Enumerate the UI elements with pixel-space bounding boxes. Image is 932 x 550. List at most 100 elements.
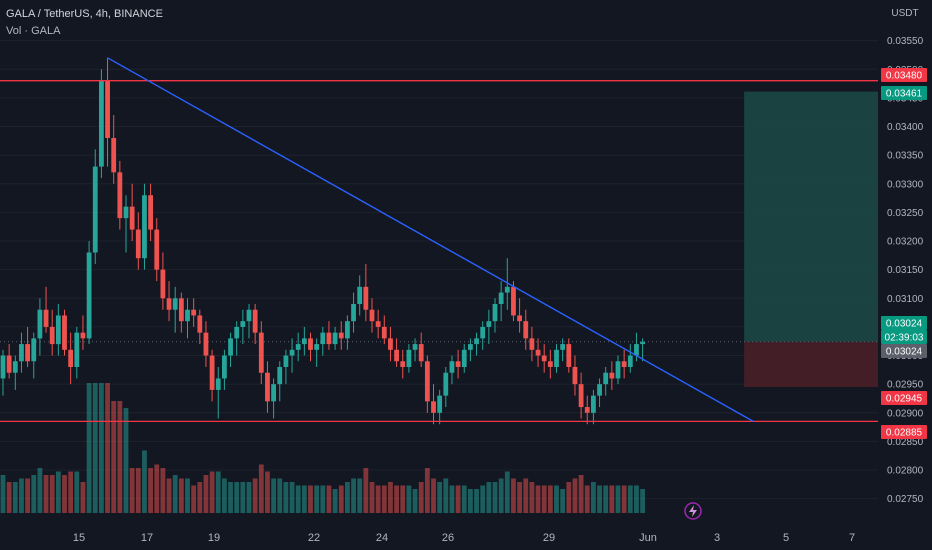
volume-bar — [615, 485, 621, 513]
candle-body — [597, 384, 602, 396]
volume-bar — [584, 485, 590, 513]
candle-body — [154, 229, 160, 270]
time-axis[interactable]: 15 17 19 22 24 26 29 Jun 3 5 7 — [0, 525, 878, 550]
candle-body — [166, 298, 172, 310]
candle-body — [554, 349, 559, 367]
volume-bar — [578, 475, 584, 513]
candle-body — [443, 372, 449, 396]
candle-body — [301, 338, 307, 345]
price-tag-box — [881, 425, 927, 439]
volume-bar — [621, 485, 627, 513]
volume-bar — [529, 482, 535, 513]
time-axis-bg — [0, 525, 878, 550]
volume-bar — [295, 485, 301, 513]
candle-body — [86, 252, 92, 339]
candle-body — [265, 372, 270, 402]
candle-body — [258, 332, 264, 373]
volume-bar — [314, 485, 320, 513]
candle-body — [191, 309, 197, 316]
time-tick-label: 7 — [849, 532, 855, 544]
lightning-icon[interactable] — [684, 502, 702, 520]
horizontal-levels[interactable] — [0, 80, 878, 423]
candle-body — [529, 338, 535, 350]
candle-body — [332, 332, 338, 345]
candle-body — [424, 361, 430, 402]
volume-bar — [178, 478, 184, 513]
volume-bar — [554, 485, 559, 513]
candle-body — [394, 349, 399, 362]
volume-bar — [252, 478, 258, 513]
candle-body — [609, 372, 615, 379]
volume-bar — [320, 485, 326, 513]
candle-body — [49, 326, 55, 345]
volume-bar — [142, 450, 147, 513]
candle-body — [504, 286, 510, 293]
volume-bar — [160, 468, 166, 513]
candle-body — [517, 315, 522, 322]
trendline-segment — [107, 57, 754, 422]
candle-body — [80, 332, 86, 339]
candle-body — [431, 401, 436, 413]
candle-body — [283, 355, 289, 367]
candle-body — [492, 304, 498, 322]
volume-bar — [363, 468, 369, 513]
volume-bar — [12, 482, 18, 513]
volume-bar — [68, 471, 74, 513]
price-tick-label: 0.02800 — [887, 466, 924, 477]
price-tags: 0.03480 0.03461 0.03024 02:39:03 0.03024 0.02… — [881, 68, 927, 439]
candle-body — [228, 338, 233, 356]
candle-body — [480, 326, 486, 339]
volume-bar — [332, 489, 338, 513]
volume-bar — [129, 468, 135, 513]
volume-bar — [357, 478, 363, 513]
candlestick-series — [0, 57, 645, 425]
candle-body — [203, 332, 209, 356]
candle-body — [129, 206, 135, 230]
symbol-legend[interactable]: GALA / TetherUS, 4h, BINANCE — [6, 8, 163, 20]
volume-bar — [560, 489, 566, 513]
candle-body — [295, 344, 301, 350]
volume-bar — [431, 478, 436, 513]
volume-bar — [135, 468, 141, 513]
candle-body — [160, 269, 166, 299]
volume-bar — [388, 482, 393, 513]
volume-bars — [0, 383, 645, 513]
volume-bar — [541, 485, 547, 513]
candle-body — [541, 355, 547, 362]
volume-bar — [640, 489, 645, 513]
candle-body — [117, 172, 123, 219]
price-tag-label: 0.03461 — [886, 89, 923, 100]
candle-body — [547, 361, 553, 367]
time-tick-label: 29 — [543, 532, 555, 544]
candle-body — [560, 344, 566, 350]
volume-bar — [406, 485, 412, 513]
time-tick-label: 26 — [442, 532, 454, 544]
volume-legend[interactable]: Vol · GALA — [6, 25, 61, 37]
volume-bar — [308, 485, 313, 513]
candle-body — [289, 349, 295, 356]
candle-body — [31, 338, 37, 362]
volume-bar — [166, 478, 172, 513]
candle-body — [234, 326, 240, 339]
volume-bar — [369, 482, 375, 513]
time-tick-label: 15 — [73, 532, 85, 544]
volume-bar — [504, 471, 510, 513]
long-position-tool[interactable] — [0, 91, 904, 388]
volume-bar — [203, 475, 209, 513]
volume-bar — [6, 482, 12, 513]
price-axis[interactable]: USDT0.035500.035000.034500.034000.033500… — [878, 0, 932, 550]
volume-bar — [424, 468, 430, 513]
candle-body — [12, 361, 18, 373]
volume-bar — [627, 485, 633, 513]
candle-body — [375, 321, 381, 327]
stop-zone — [744, 341, 904, 388]
volume-bar — [185, 478, 190, 513]
trendline[interactable] — [107, 57, 754, 422]
price-tick-label: 0.03300 — [887, 179, 924, 190]
candle-body — [566, 344, 572, 367]
candle-body — [468, 344, 473, 350]
volume-bar — [461, 485, 467, 513]
volume-bar — [43, 475, 49, 513]
candle-body — [535, 349, 541, 356]
